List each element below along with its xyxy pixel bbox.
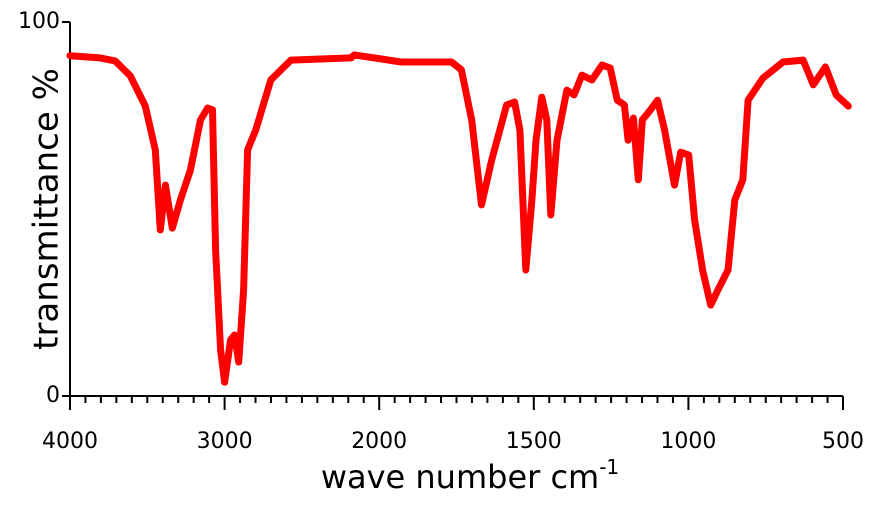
y-tick-label: 0 <box>46 383 60 408</box>
x-axis-label: wave number cm-1 <box>321 455 619 496</box>
y-tick-label: 100 <box>18 9 60 34</box>
x-tick-label: 2000 <box>351 429 407 454</box>
y-axis-label: transmittance % <box>27 68 67 350</box>
x-axis-label-sup: -1 <box>599 455 619 479</box>
x-tick-label: 3000 <box>197 429 253 454</box>
x-tick-label: 500 <box>822 429 864 454</box>
spectrum-line <box>66 51 852 386</box>
x-axis-label-text: wave number cm <box>321 458 599 496</box>
x-tick-label: 4000 <box>42 429 98 454</box>
x-tick-label: 1000 <box>660 429 716 454</box>
x-tick-label: 1500 <box>506 429 562 454</box>
